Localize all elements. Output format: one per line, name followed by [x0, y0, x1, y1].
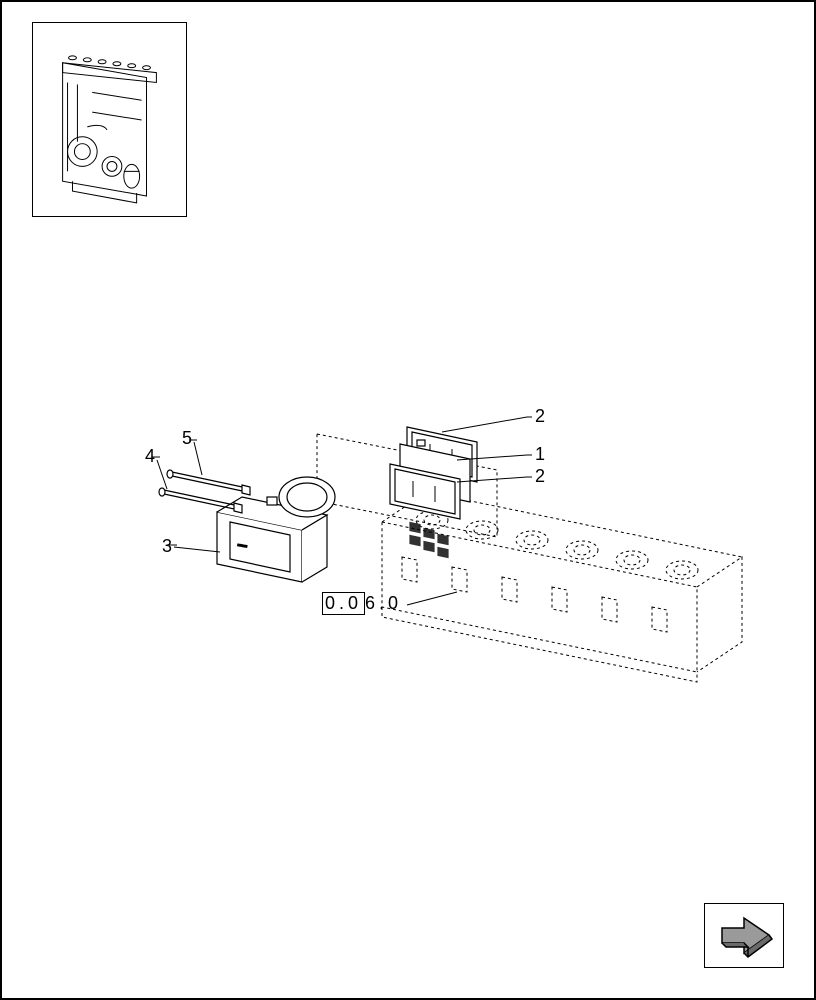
- callout-2a: 2: [535, 406, 545, 426]
- intake-housing: ▪▪▪▪: [217, 477, 335, 582]
- callout-1: 1: [535, 444, 545, 464]
- exploded-view-svg: ▪▪▪▪: [102, 382, 752, 782]
- bolt-upper: [167, 470, 250, 495]
- callout-3: 3: [162, 536, 172, 556]
- engine-thumbnail-box: [32, 22, 187, 217]
- ref-suffix: 6.0: [365, 593, 402, 613]
- next-page-button[interactable]: [704, 903, 784, 968]
- ref-prefix: 0.0: [322, 592, 365, 615]
- callout-2b: 2: [535, 466, 545, 486]
- callout-4: 4: [145, 446, 155, 466]
- arrow-right-icon: [714, 913, 774, 958]
- callout-5: 5: [182, 428, 192, 448]
- cylinder-head-block: [382, 492, 742, 682]
- parts-diagram: ▪▪▪▪: [102, 382, 752, 782]
- engine-icon: [33, 23, 186, 216]
- reference-label: 0.06.0: [322, 592, 402, 615]
